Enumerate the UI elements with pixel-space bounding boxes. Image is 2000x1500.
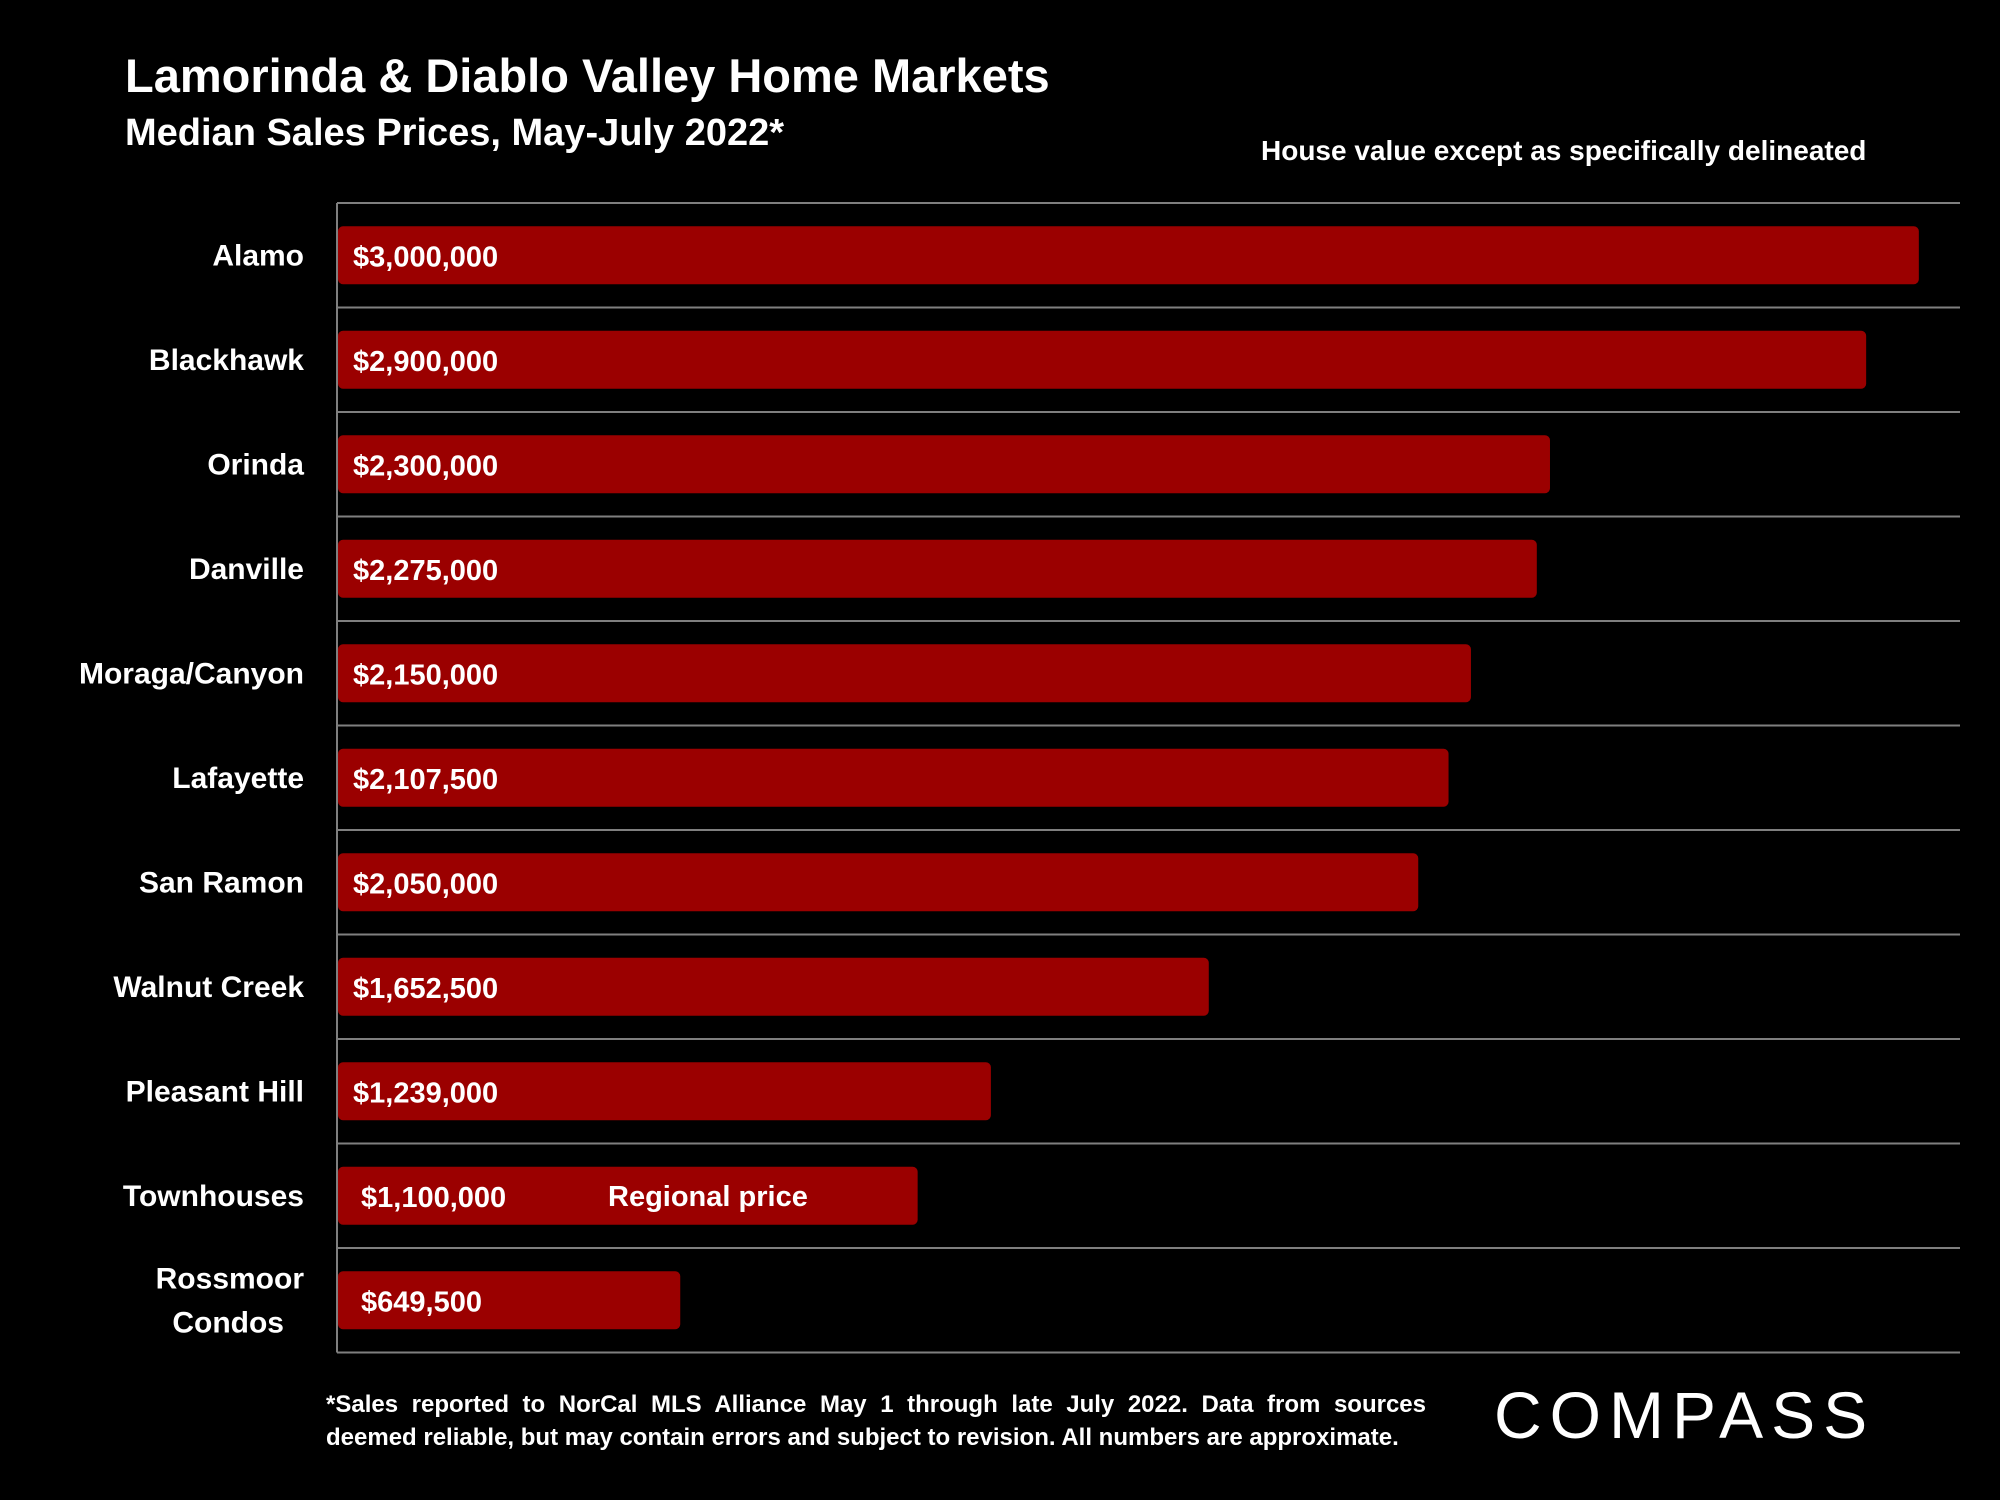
data-label: $2,275,000 [353, 555, 498, 587]
chart-subtitle: Median Sales Prices, May-July 2022* [125, 112, 785, 154]
compass-logo-text: COMPASS [1494, 1378, 1875, 1448]
category-label: Moraga/Canyon [79, 657, 304, 690]
bar [338, 853, 1419, 912]
category-label: Pleasant Hill [126, 1075, 304, 1108]
data-label: $2,050,000 [353, 868, 498, 900]
data-label: $1,100,000 [361, 1182, 506, 1214]
compass-logo: COMPASS [1494, 1378, 1924, 1463]
annotation-regional-price: Regional price [608, 1181, 808, 1213]
data-label: $2,300,000 [353, 450, 498, 482]
category-label: Orinda [207, 448, 304, 481]
bar [338, 226, 1919, 285]
data-label: $2,900,000 [353, 346, 498, 378]
bar [338, 330, 1867, 389]
bar [338, 1271, 681, 1330]
data-label: $1,652,500 [353, 973, 498, 1005]
category-labels: Alamo Blackhawk Orinda Danville Moraga/Canyo… [79, 239, 304, 1339]
bars [338, 226, 1919, 1330]
bar [338, 748, 1449, 807]
category-label: Blackhawk [149, 344, 304, 377]
data-label: $1,239,000 [353, 1077, 498, 1109]
data-label: $2,150,000 [353, 659, 498, 691]
data-label: $649,500 [361, 1286, 482, 1318]
data-label: $3,000,000 [353, 241, 498, 273]
bar [338, 435, 1550, 494]
value-note: House value except as specifically delin… [1261, 135, 1867, 166]
annotations: Regional price [608, 1181, 808, 1213]
category-label: Rossmoor Condos [156, 1262, 305, 1339]
bar [338, 957, 1209, 1016]
chart-title: Lamorinda & Diablo Valley Home Markets [125, 49, 1050, 102]
category-label: Alamo [212, 239, 304, 272]
gridlines [336, 202, 1960, 1354]
category-label: Townhouses [123, 1180, 304, 1213]
bar [338, 1166, 918, 1225]
bar [338, 1062, 991, 1121]
bar [338, 644, 1471, 703]
footnote: *Sales reported to NorCal MLS Alliance M… [326, 1391, 1426, 1451]
category-label: San Ramon [139, 866, 304, 899]
data-label: $2,107,500 [353, 764, 498, 796]
data-labels: $3,000,000 $2,900,000 $2,300,000 $2,275,000… [353, 241, 506, 1318]
bar [338, 539, 1537, 598]
category-label: Lafayette [172, 762, 304, 795]
category-label: Walnut Creek [113, 971, 304, 1004]
category-label: Danville [189, 553, 304, 586]
